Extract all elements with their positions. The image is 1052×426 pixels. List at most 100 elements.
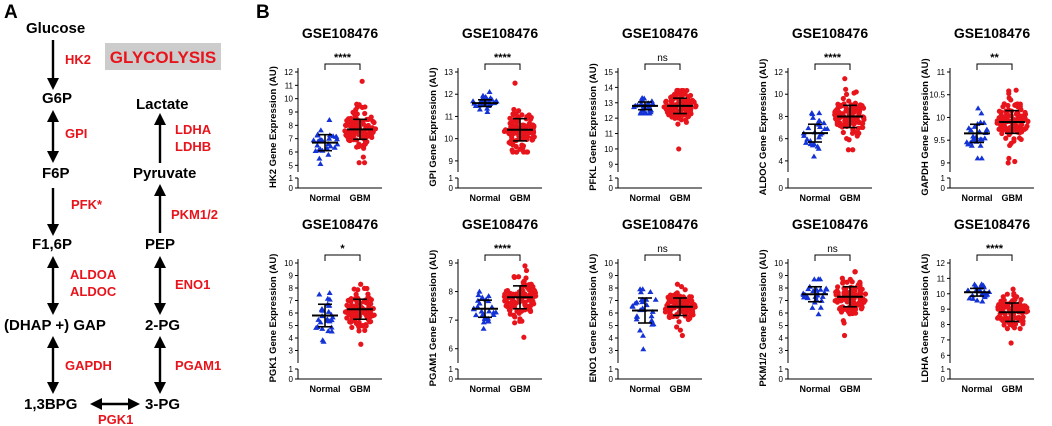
gbm-data-point: [833, 289, 839, 295]
gbm-data-point: [524, 149, 531, 155]
normal-data-point: [971, 123, 978, 129]
y-axis-label: PKM1/2 Gene Expression (AU): [758, 249, 769, 386]
y-tick-label: 6: [941, 351, 946, 360]
enzyme-aldoa: ALDOA: [70, 267, 117, 282]
scatter-plot-10: GSE108476 01 6 7 8 9 10 11 12 LDHA Gene Expressio…: [920, 216, 1034, 394]
y-tick-label: 0: [609, 375, 614, 384]
significance-label: **: [990, 52, 999, 64]
normal-data-point: [816, 110, 823, 116]
gbm-data-point: [674, 291, 680, 297]
normal-data-point: [805, 286, 812, 292]
gbm-data-point: [523, 132, 530, 138]
gbm-data-point: [849, 279, 855, 285]
normal-data-point: [480, 319, 487, 325]
plot-title: GSE108476: [462, 216, 538, 232]
gbm-data-point: [1013, 87, 1019, 93]
significance-label: ns: [657, 244, 668, 255]
gbm-data-point: [685, 113, 691, 120]
y-tick-label: 12: [604, 114, 613, 123]
significance-label: ****: [824, 52, 842, 64]
normal-data-point: [476, 288, 483, 294]
normal-data-point: [490, 311, 497, 317]
gbm-data-point: [519, 308, 525, 314]
gbm-data-point: [998, 122, 1004, 129]
gbm-data-point: [679, 332, 685, 339]
y-tick-label: 12: [444, 90, 453, 99]
gbm-data-point: [530, 300, 536, 307]
normal-data-point: [810, 114, 817, 120]
glycolysis-banner-background: [105, 43, 221, 70]
gbm-data-point: [370, 129, 376, 135]
plot-title: GSE108476: [302, 25, 378, 41]
y-axis-label: PGK1 Gene Expression (AU): [268, 254, 279, 383]
significance-bracket: [484, 254, 521, 261]
normal-data-point: [472, 312, 479, 318]
gbm-data-point: [522, 302, 528, 308]
normal-data-point: [648, 317, 655, 323]
scatter-plot-9: GSE108476 01 3 4 5 6 7 8 9 10 PKM1/2 Gene Expressi…: [758, 216, 872, 394]
normal-data-point: [487, 95, 494, 101]
x-tick-label: Normal: [799, 384, 830, 394]
metabolite-2pg: 2-PG: [145, 317, 180, 334]
gbm-data-point: [675, 121, 681, 127]
gbm-data-point: [1007, 142, 1013, 149]
y-tick-label: 11: [445, 112, 454, 121]
y-tick-label: 10: [936, 113, 945, 122]
x-tick-label: Normal: [309, 384, 340, 394]
gbm-data-point: [512, 320, 518, 326]
metabolite-3pg: 3-PG: [145, 396, 180, 413]
y-tick-label: 9: [779, 272, 784, 281]
gbm-data-point: [345, 297, 351, 304]
enzyme-pgk1: PGK1: [98, 412, 133, 426]
x-tick-label: GBM: [510, 384, 531, 394]
normal-data-point: [484, 105, 491, 111]
y-tick-label: 7: [289, 135, 294, 144]
normal-data-point: [633, 316, 640, 322]
normal-data-point: [800, 132, 807, 138]
scatter-plot-5: GSE108476 01 9 9.5 10 10.5 11 GAPDH Gene Expres…: [920, 25, 1034, 203]
gbm-data-point: [852, 269, 858, 275]
gbm-data-point: [363, 321, 369, 328]
normal-data-point: [632, 300, 639, 306]
y-tick-label: 10: [774, 90, 783, 99]
gbm-data-point: [1004, 291, 1010, 297]
gbm-data-point: [371, 312, 377, 318]
y-tick-label: 0: [941, 375, 946, 384]
gbm-data-point: [521, 334, 527, 340]
x-tick-label: Normal: [799, 193, 830, 203]
normal-data-point: [978, 110, 985, 116]
plot-title: GSE108476: [954, 25, 1030, 41]
gbm-data-point: [349, 134, 356, 140]
gbm-data-point: [682, 287, 688, 293]
gbm-data-point: [514, 308, 520, 314]
normal-data-point: [965, 141, 972, 147]
gbm-data-point: [688, 298, 695, 304]
normal-data-point: [629, 303, 636, 309]
normal-data-point: [984, 291, 991, 297]
gbm-data-point: [344, 315, 350, 321]
normal-data-point: [972, 283, 979, 289]
gbm-data-point: [509, 122, 516, 128]
gbm-data-point: [838, 304, 844, 310]
gbm-data-point: [519, 112, 525, 118]
gbm-data-point: [515, 119, 521, 125]
gbm-data-point: [1011, 315, 1017, 321]
gbm-data-point: [998, 113, 1005, 119]
y-tick-label: 6: [779, 309, 784, 318]
y-tick-label: 10: [936, 290, 945, 299]
significance-bracket: [324, 254, 361, 261]
normal-data-point: [816, 134, 823, 140]
gbm-data-point: [529, 285, 535, 292]
x-tick-label: GBM: [670, 193, 691, 203]
y-tick-label: 8: [289, 284, 294, 293]
y-axis-label: HK2 Gene Expression (AU): [268, 66, 279, 188]
significance-bracket: [814, 254, 851, 261]
y-tick-label: 1: [609, 365, 614, 374]
normal-data-point: [633, 313, 640, 319]
glycolysis-pathway-diagram: A GLYCOLYSIS Glucose G6P F6P F1,6P (DHAP…: [4, 2, 221, 426]
y-tick-label: 11: [285, 81, 294, 90]
gbm-data-point: [838, 309, 845, 315]
y-tick-label: 7: [609, 297, 614, 306]
gbm-data-point: [854, 118, 860, 124]
gbm-data-point: [354, 122, 360, 129]
